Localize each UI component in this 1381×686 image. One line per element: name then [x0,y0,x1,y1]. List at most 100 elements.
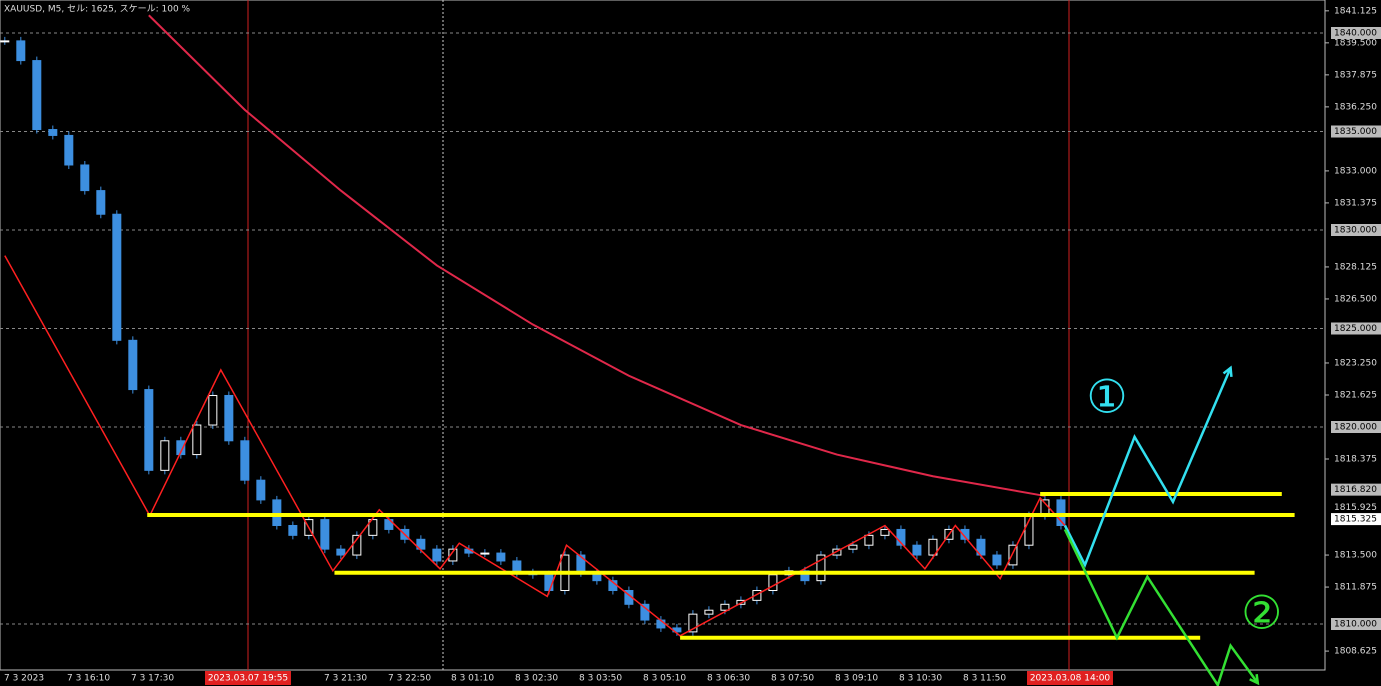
y-tick-label: 1833.000 [1334,166,1377,176]
level-label: 1810.000 [1334,620,1377,630]
candle [896,528,906,546]
y-tick-label: 1826.500 [1334,294,1377,304]
candle [704,609,714,615]
x-tick-label: 8 3 05:10 [643,674,686,684]
candle [176,440,186,456]
level-label: 1820.000 [1334,422,1377,432]
x-tick-label: 7 3 2023 [4,674,44,684]
candle [992,554,1002,566]
scenario-arrowhead [1222,365,1233,377]
x-tick-label: 7 3 16:10 [67,674,110,684]
x-tick-label: 8 3 10:30 [899,674,942,684]
candle [1008,544,1018,566]
x-tick-label: 8 3 09:10 [835,674,878,684]
level-label: 1835.000 [1334,127,1377,137]
plot-frame [0,0,1326,671]
y-tick-label: 1821.625 [1334,390,1377,400]
candle [128,339,138,391]
x-tick-label: 8 3 02:30 [515,674,558,684]
level-label-box [1331,420,1381,433]
candle [0,40,10,43]
y-tick-label: 1831.375 [1334,198,1377,208]
y-tick-label: 1841.125 [1334,6,1377,16]
x-tick-label: 8 3 11:50 [963,674,1006,684]
y-tick-label: 1823.250 [1334,358,1377,368]
level-label-box [1331,322,1381,335]
candle [848,544,858,550]
scenario-label: ① [1086,369,1127,423]
price-label-box [1331,513,1381,526]
scenario-label: ② [1241,585,1282,639]
y-tick-label: 1818.375 [1334,455,1377,465]
x-tick-label: 7 3 22:50 [388,674,431,684]
y-tick-label: 1813.500 [1334,551,1377,561]
level-label-box [1331,618,1381,631]
level-label: 1840.000 [1334,28,1377,38]
price-label-box [1331,483,1381,496]
x-tick-label: 8 3 07:50 [771,674,814,684]
candle [160,440,170,471]
candle [192,424,202,456]
candle [752,590,762,601]
price-label: 1815.925 [1334,503,1377,513]
candle [640,603,650,621]
price-label: 1816.820 [1334,485,1377,495]
candle [144,389,154,471]
candle [96,190,106,215]
candle [240,440,250,481]
candle [208,394,218,426]
candle [576,554,586,574]
candle [48,129,58,136]
level-label-box [1331,223,1381,236]
candle [32,60,42,131]
candle [368,519,378,536]
candle [320,519,330,550]
price-label: 1815.325 [1334,515,1377,525]
moving-average [148,14,1046,497]
x-tick-label: 8 3 06:30 [707,674,750,684]
y-tick-label: 1808.625 [1334,647,1377,657]
candle [448,548,458,562]
level-label: 1830.000 [1334,225,1377,235]
candle [336,548,346,556]
y-tick-label: 1837.875 [1334,70,1377,80]
scenario-path [1063,528,1259,686]
candle [928,538,938,556]
candle [688,613,698,633]
x-highlight-label: 2023.03.08 14:00 [1030,674,1111,684]
level-label-box [1331,26,1381,39]
candle [912,544,922,556]
x-highlight-box [1027,671,1113,685]
candle [272,499,282,526]
y-tick-label: 1811.875 [1334,583,1377,593]
x-tick-label: 8 3 03:50 [579,674,622,684]
candle [720,603,730,611]
level-label: 1825.000 [1334,324,1377,334]
chart-title: XAUUSD, M5, セル: 1625, スケール: 100 % [4,4,191,15]
level-label-box [1331,125,1381,138]
x-tick-label: 7 3 17:30 [131,674,174,684]
scenario-arrowhead [1249,674,1260,686]
scenario-path [1063,367,1232,568]
candle [864,534,874,546]
y-tick-label: 1839.500 [1334,38,1377,48]
candle [224,394,234,442]
candle [960,528,970,540]
candle [1056,499,1066,526]
x-tick-label: 8 3 01:10 [451,674,494,684]
candle [880,528,890,536]
candle [816,554,826,582]
candle [288,524,298,536]
candle [16,40,26,62]
candle [64,134,74,166]
y-tick-label: 1828.125 [1334,262,1377,272]
y-tick-label: 1836.250 [1334,102,1377,112]
candle [496,552,506,562]
candle [432,548,442,562]
x-tick-label: 7 3 21:30 [324,674,367,684]
x-highlight-label: 2023.03.07 19:55 [208,674,288,684]
candle [256,479,266,501]
candle [112,213,122,341]
x-highlight-box [205,671,291,685]
